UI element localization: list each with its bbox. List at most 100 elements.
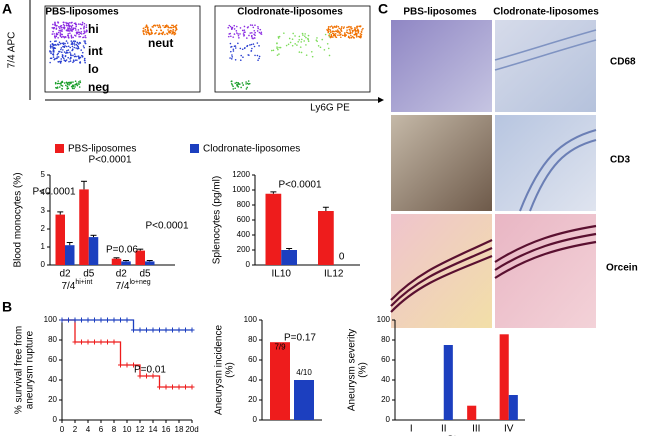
- flow-dot: [235, 81, 238, 84]
- marker: [163, 327, 169, 333]
- flow-dot: [60, 81, 63, 83]
- annotation: P=0.01: [134, 365, 166, 376]
- flow-dot: [344, 32, 346, 34]
- legend-label: Clodronate-liposomes: [203, 144, 300, 155]
- flow-dot: [337, 31, 339, 33]
- flow-dot: [63, 57, 65, 60]
- flow-dot: [169, 26, 171, 29]
- flow-dot: [334, 35, 337, 38]
- flow-dot: [56, 24, 58, 27]
- flow-dot: [348, 36, 350, 38]
- flow-dot: [171, 33, 173, 35]
- y-axis-label: Aneurysm severity: [347, 329, 358, 411]
- flow-dot: [84, 40, 87, 42]
- flow-dot: [330, 34, 333, 37]
- flow-dot: [60, 60, 63, 63]
- y-tick-label: 0: [253, 415, 258, 424]
- flow-dot: [300, 38, 303, 41]
- flow-dot: [327, 27, 330, 30]
- flow-dot: [62, 23, 65, 26]
- flow-dot: [81, 56, 84, 58]
- flow-dot: [234, 47, 237, 49]
- flow-dot: [63, 24, 66, 27]
- flow-dot: [354, 31, 357, 33]
- flow-dot: [67, 45, 70, 48]
- legend-swatch: [190, 144, 199, 153]
- gate-label: hi: [88, 22, 99, 36]
- flow-dot: [142, 30, 145, 33]
- marker: [98, 317, 104, 323]
- flow-dot: [234, 58, 237, 61]
- flow-dot: [236, 84, 238, 86]
- flow-dot: [145, 30, 147, 33]
- flow-dot: [76, 47, 79, 50]
- flow-dot: [241, 48, 244, 51]
- flow-dot: [80, 31, 83, 33]
- flow-dot: [70, 29, 72, 32]
- flow-dot: [172, 31, 174, 33]
- flow-dot: [324, 33, 327, 36]
- flow-dot: [354, 26, 356, 29]
- flow-dot: [71, 41, 73, 44]
- marker: [176, 384, 182, 390]
- flow-dot: [55, 32, 58, 35]
- flow-dot: [245, 81, 247, 83]
- flow-dot: [230, 58, 233, 60]
- x-tick-label: 2: [73, 425, 78, 434]
- flow-dot: [79, 23, 82, 25]
- flow-dot: [69, 46, 72, 49]
- flow-dot: [344, 35, 346, 38]
- y-tick-label: 1: [41, 242, 46, 251]
- flow-dot: [250, 50, 253, 52]
- x-tick-label: 4: [86, 425, 91, 434]
- flow-dot: [276, 54, 279, 56]
- flow-dot: [67, 23, 70, 26]
- y-tick-label: 800: [237, 200, 251, 209]
- y-axis-label: Splenocytes (pg/ml): [212, 176, 223, 264]
- flow-dot: [352, 30, 354, 32]
- flow-dot: [142, 32, 145, 35]
- flow-dot: [75, 43, 78, 46]
- flow-dot: [357, 32, 360, 34]
- flow-dot: [77, 31, 79, 34]
- flow-dot: [66, 85, 69, 88]
- flow-dot: [349, 32, 352, 35]
- elastic-fiber: [390, 239, 493, 313]
- gate-label: int: [88, 44, 103, 58]
- flow-dot: [53, 44, 56, 46]
- flow-dot: [59, 33, 62, 35]
- flow-dot: [333, 33, 336, 36]
- flow-dot: [71, 45, 74, 48]
- flow-dot: [77, 46, 80, 48]
- marker: [131, 327, 136, 333]
- flow-dot: [56, 82, 59, 85]
- flow-dot: [258, 31, 261, 34]
- histology-row: CD3: [610, 155, 630, 166]
- flow-dot: [236, 32, 238, 34]
- flow-dot: [57, 36, 59, 39]
- flow-dot: [60, 48, 62, 51]
- flow-dot: [73, 53, 76, 55]
- y-tick-label: 4: [41, 188, 46, 197]
- group-base: 7/4: [61, 281, 75, 292]
- flow-dot: [57, 52, 59, 55]
- flow-dot: [294, 43, 296, 45]
- flow-dot: [63, 27, 66, 30]
- y-axis-label: Aneurysm incidence: [214, 325, 225, 415]
- flow-dot: [332, 26, 334, 28]
- gate-label: neg: [88, 80, 109, 94]
- flow-dot: [49, 45, 52, 48]
- flow-dot: [243, 29, 246, 31]
- bar: [318, 211, 334, 265]
- annotation: P<0.0001: [278, 180, 322, 191]
- flow-dot: [56, 53, 59, 56]
- flow-dot: [305, 44, 307, 46]
- y-tick-label: 40: [48, 375, 57, 384]
- flow-dot: [76, 44, 79, 47]
- flow-dot: [157, 26, 160, 29]
- flow-dot: [83, 26, 85, 29]
- y-axis-label: Blood monocytes (%): [13, 172, 24, 267]
- flow-dot: [65, 24, 68, 27]
- flow-dot: [258, 45, 260, 47]
